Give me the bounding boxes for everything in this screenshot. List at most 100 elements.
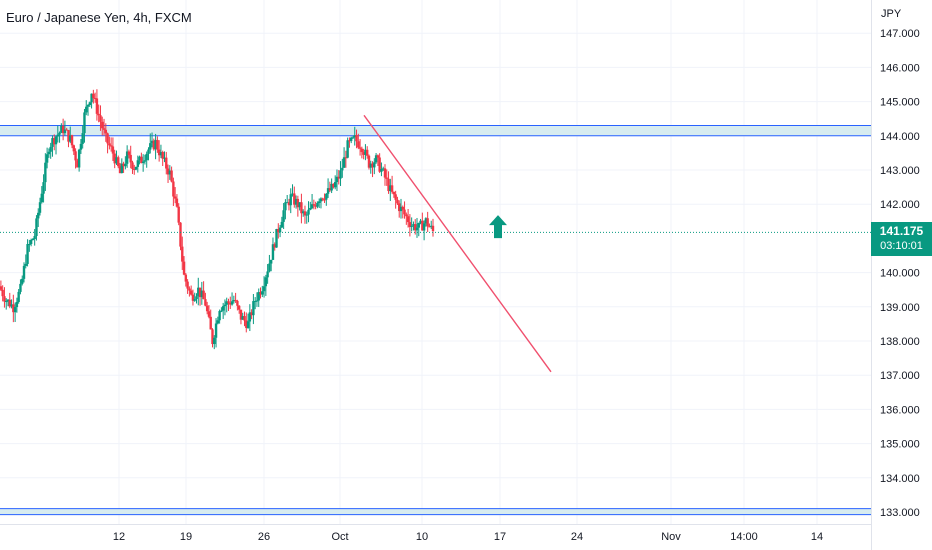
candle-body	[346, 140, 349, 158]
candle-body	[86, 104, 90, 107]
candle-body	[213, 337, 216, 345]
candle-body	[10, 304, 13, 307]
candle-body	[239, 309, 243, 320]
candle-body	[333, 182, 337, 188]
candle-body	[88, 102, 92, 105]
x-tick-label: 12	[113, 531, 125, 543]
candle-body	[269, 259, 273, 264]
candle-body	[12, 304, 15, 313]
candle-body	[419, 220, 422, 223]
candle-body	[328, 188, 332, 191]
candle-body	[136, 160, 140, 167]
x-tick-label: 26	[258, 531, 270, 543]
candle-body	[317, 201, 321, 204]
candle-body	[405, 214, 408, 217]
candle-body	[289, 194, 292, 206]
candle-body	[285, 202, 289, 204]
candle-body	[181, 246, 184, 262]
candle-body	[325, 193, 328, 200]
candle-body	[277, 229, 280, 233]
candle-body	[172, 181, 175, 197]
candle-body	[236, 300, 239, 306]
candle-body	[380, 169, 383, 172]
candle-body	[220, 310, 223, 312]
candle-body	[422, 223, 426, 231]
y-tick-label: 142.000	[880, 199, 920, 211]
x-tick-label: 10	[416, 531, 428, 543]
candle-body	[92, 93, 95, 99]
candle-body	[49, 146, 52, 152]
candle-body	[273, 244, 276, 248]
candle-body	[358, 147, 362, 149]
candle-body	[113, 153, 116, 164]
candle-body	[316, 203, 319, 207]
candle-body	[421, 220, 424, 231]
chart-title: Euro / Japanese Yen, 4h, FXCM	[6, 10, 192, 25]
candle-body	[45, 154, 49, 163]
candle-body	[65, 129, 68, 131]
x-tick-label: 19	[180, 531, 192, 543]
candle-body	[414, 224, 417, 231]
candle-body	[319, 198, 323, 202]
x-tick-label: 14	[811, 531, 823, 543]
candle-body	[111, 146, 115, 154]
x-axis[interactable]: 12 19 26 Oct 10 17 24 Nov 14:00 14	[113, 531, 823, 543]
candle-body	[389, 185, 392, 192]
candle-body	[108, 143, 111, 146]
candle-body	[245, 320, 248, 328]
candle-body	[60, 125, 63, 133]
candle-body	[268, 263, 271, 272]
candles	[0, 89, 435, 350]
candle-body	[140, 156, 143, 164]
candle-body	[266, 271, 269, 278]
candle-body	[278, 227, 282, 233]
candle-body	[234, 300, 237, 302]
candle-body	[95, 98, 99, 114]
candle-body	[19, 283, 22, 292]
candle-body	[77, 149, 81, 168]
candle-body	[56, 134, 59, 137]
up-arrow-icon[interactable]	[489, 215, 507, 239]
y-tick-label: 139.000	[880, 302, 920, 314]
candle-body	[417, 222, 420, 228]
grid-lines	[0, 0, 872, 550]
candle-body	[221, 306, 225, 311]
candle-body	[364, 149, 367, 155]
x-tick-label: Oct	[331, 531, 348, 543]
candle-body	[191, 294, 195, 301]
candle-body	[165, 157, 168, 169]
candle-body	[282, 210, 285, 222]
candle-body	[252, 301, 255, 316]
candle-body	[90, 93, 93, 103]
candle-body	[129, 154, 132, 163]
candle-body	[293, 193, 296, 205]
candle-body	[428, 226, 431, 228]
candle-body	[177, 206, 180, 223]
candle-body	[230, 301, 234, 305]
descending-trendline[interactable]	[363, 114, 552, 373]
y-tick-label: 137.000	[880, 370, 920, 382]
y-tick-label: 143.000	[880, 165, 920, 177]
candle-body	[5, 301, 8, 303]
candle-body	[159, 151, 163, 156]
support-zone-fill	[0, 508, 871, 515]
candle-body	[321, 198, 324, 200]
candle-body	[21, 278, 24, 284]
candle-body	[99, 115, 102, 122]
zones	[0, 125, 871, 516]
candle-body	[97, 113, 100, 116]
y-tick-label: 146.000	[880, 62, 920, 74]
candle-body	[396, 199, 399, 204]
candle-body	[106, 133, 109, 144]
candle-body	[182, 261, 186, 275]
candle-body	[15, 301, 19, 308]
candle-body	[214, 323, 218, 338]
y-axis[interactable]: 147.000 146.000 145.000 144.000 143.000 142.0…	[880, 28, 920, 519]
candle-body	[394, 194, 397, 200]
candle-body	[67, 130, 70, 142]
candle-body	[157, 149, 161, 156]
candle-body	[76, 160, 79, 168]
candle-body	[294, 198, 298, 205]
candle-body	[326, 188, 330, 194]
